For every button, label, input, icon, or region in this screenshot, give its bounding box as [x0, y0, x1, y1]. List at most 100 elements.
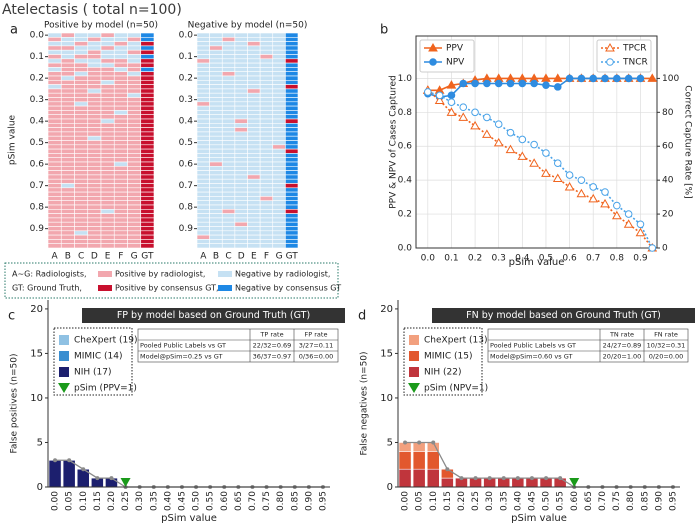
heatmap-cell	[60, 41, 75, 47]
heatmap-cell	[196, 123, 210, 128]
heatmap-cell	[221, 200, 236, 206]
heatmap-cell	[247, 221, 261, 227]
legend-label: MIMIC (15)	[424, 352, 472, 362]
heatmap-cell	[272, 204, 286, 210]
heatmap-cell	[140, 84, 155, 90]
heatmap-cell	[196, 170, 210, 176]
heatmap-cell	[87, 45, 102, 51]
heatmap-cell	[140, 49, 155, 55]
heatmap-cell	[60, 67, 75, 73]
heatmap-cell	[87, 178, 102, 184]
heatmap-cell	[60, 140, 75, 146]
heatmap-cell	[259, 45, 274, 51]
heatmap-cell	[140, 196, 155, 201]
heatmap-cell	[100, 36, 115, 42]
trend-point	[515, 476, 520, 481]
heatmap-cell	[100, 75, 115, 81]
heatmap-cell	[74, 209, 89, 214]
heatmap-cell	[47, 239, 62, 244]
heatmap-cell	[113, 127, 128, 133]
heatmap-cell	[259, 161, 274, 167]
y-axis-label: False positives (n=50)	[10, 353, 20, 453]
heatmap-cell	[100, 67, 115, 73]
heatmap-cell	[247, 45, 261, 51]
heatmap-cell	[272, 157, 286, 163]
heatmap-cell	[259, 166, 274, 171]
legend-box	[4, 262, 339, 299]
heatmap-cell	[196, 110, 210, 116]
heatmap-cell	[285, 174, 299, 180]
heatmap-cell	[234, 127, 248, 133]
heatmap-cell	[259, 127, 274, 133]
heatmap-cell	[285, 105, 299, 111]
legend-marker	[428, 42, 438, 52]
heatmap-cell	[259, 58, 274, 64]
heatmap-cell	[221, 101, 236, 107]
heatmap-cell	[113, 62, 128, 68]
heatmap-cell	[285, 135, 299, 141]
heatmap-cell	[247, 92, 261, 98]
heatmap-cell	[60, 166, 75, 171]
point-marker	[518, 135, 527, 144]
heatmap-cell	[74, 75, 89, 81]
heatmap-cell	[60, 161, 75, 167]
heatmap-cell	[47, 161, 62, 167]
heatmap-cell	[100, 32, 115, 38]
heatmap-cell	[47, 49, 62, 55]
trend-point	[81, 467, 86, 472]
x-tick-label: 0.10	[79, 491, 89, 511]
heatmap-cell	[259, 67, 274, 73]
heatmap-cell	[247, 204, 261, 210]
heatmap-cell	[196, 105, 210, 111]
heatmap-cell	[196, 118, 210, 124]
heatmap-cell	[127, 239, 142, 244]
heatmap-cell	[234, 174, 248, 180]
y-tick-label: 0.6	[30, 160, 45, 170]
heatmap-cell	[100, 84, 115, 90]
heatmap-cell	[47, 62, 62, 68]
heatmap-cell	[60, 183, 75, 189]
heatmap-cell	[47, 243, 62, 249]
x-tick-label: 0.65	[234, 491, 244, 511]
heatmap-cell	[87, 135, 102, 141]
heatmap-cell	[60, 148, 75, 154]
point-marker	[624, 210, 633, 218]
heatmap-cell	[209, 157, 223, 163]
legend-label: CheXpert (19)	[74, 336, 138, 346]
heatmap-cell	[272, 196, 286, 201]
heatmap-cell	[196, 92, 210, 98]
heatmap-cell	[127, 140, 142, 146]
heatmap-cell	[127, 131, 142, 137]
heatmap-cell	[196, 144, 210, 150]
heatmap-cell	[196, 200, 210, 206]
heatmap-cell	[113, 32, 128, 38]
heatmap-cell	[247, 187, 261, 193]
heatmap-cell	[113, 209, 128, 214]
x-tick-label: 0.35	[149, 491, 159, 511]
heatmap-cell	[234, 36, 248, 42]
panel-label: d	[358, 309, 366, 324]
heatmap-cell	[100, 153, 115, 158]
x-tick-label: 0.10	[429, 491, 439, 511]
heatmap-cell	[221, 36, 236, 42]
heatmap-cell	[259, 54, 274, 60]
x-tick-label: 0.5	[539, 254, 553, 264]
heatmap-cell	[285, 204, 299, 210]
heatmap-cell	[259, 32, 274, 38]
heatmap-cell	[140, 118, 155, 124]
heatmap-cell	[285, 75, 299, 81]
heatmap-cell	[272, 187, 286, 193]
heatmap-cell	[221, 144, 236, 150]
legend-swatch	[98, 285, 112, 291]
legend-label: MIMIC (14)	[74, 352, 122, 362]
heatmap-cell	[74, 170, 89, 176]
heatmap-cell	[285, 140, 299, 146]
point-marker	[517, 151, 528, 160]
y-tick-label: 0.0	[179, 31, 194, 41]
heatmap-cell	[47, 36, 62, 42]
heatmap-cell	[234, 84, 248, 90]
heatmap-cell	[60, 84, 75, 90]
y-tick-label: 0.4	[179, 117, 194, 127]
heatmap-cell	[127, 32, 142, 38]
heatmap-cell	[140, 200, 155, 206]
